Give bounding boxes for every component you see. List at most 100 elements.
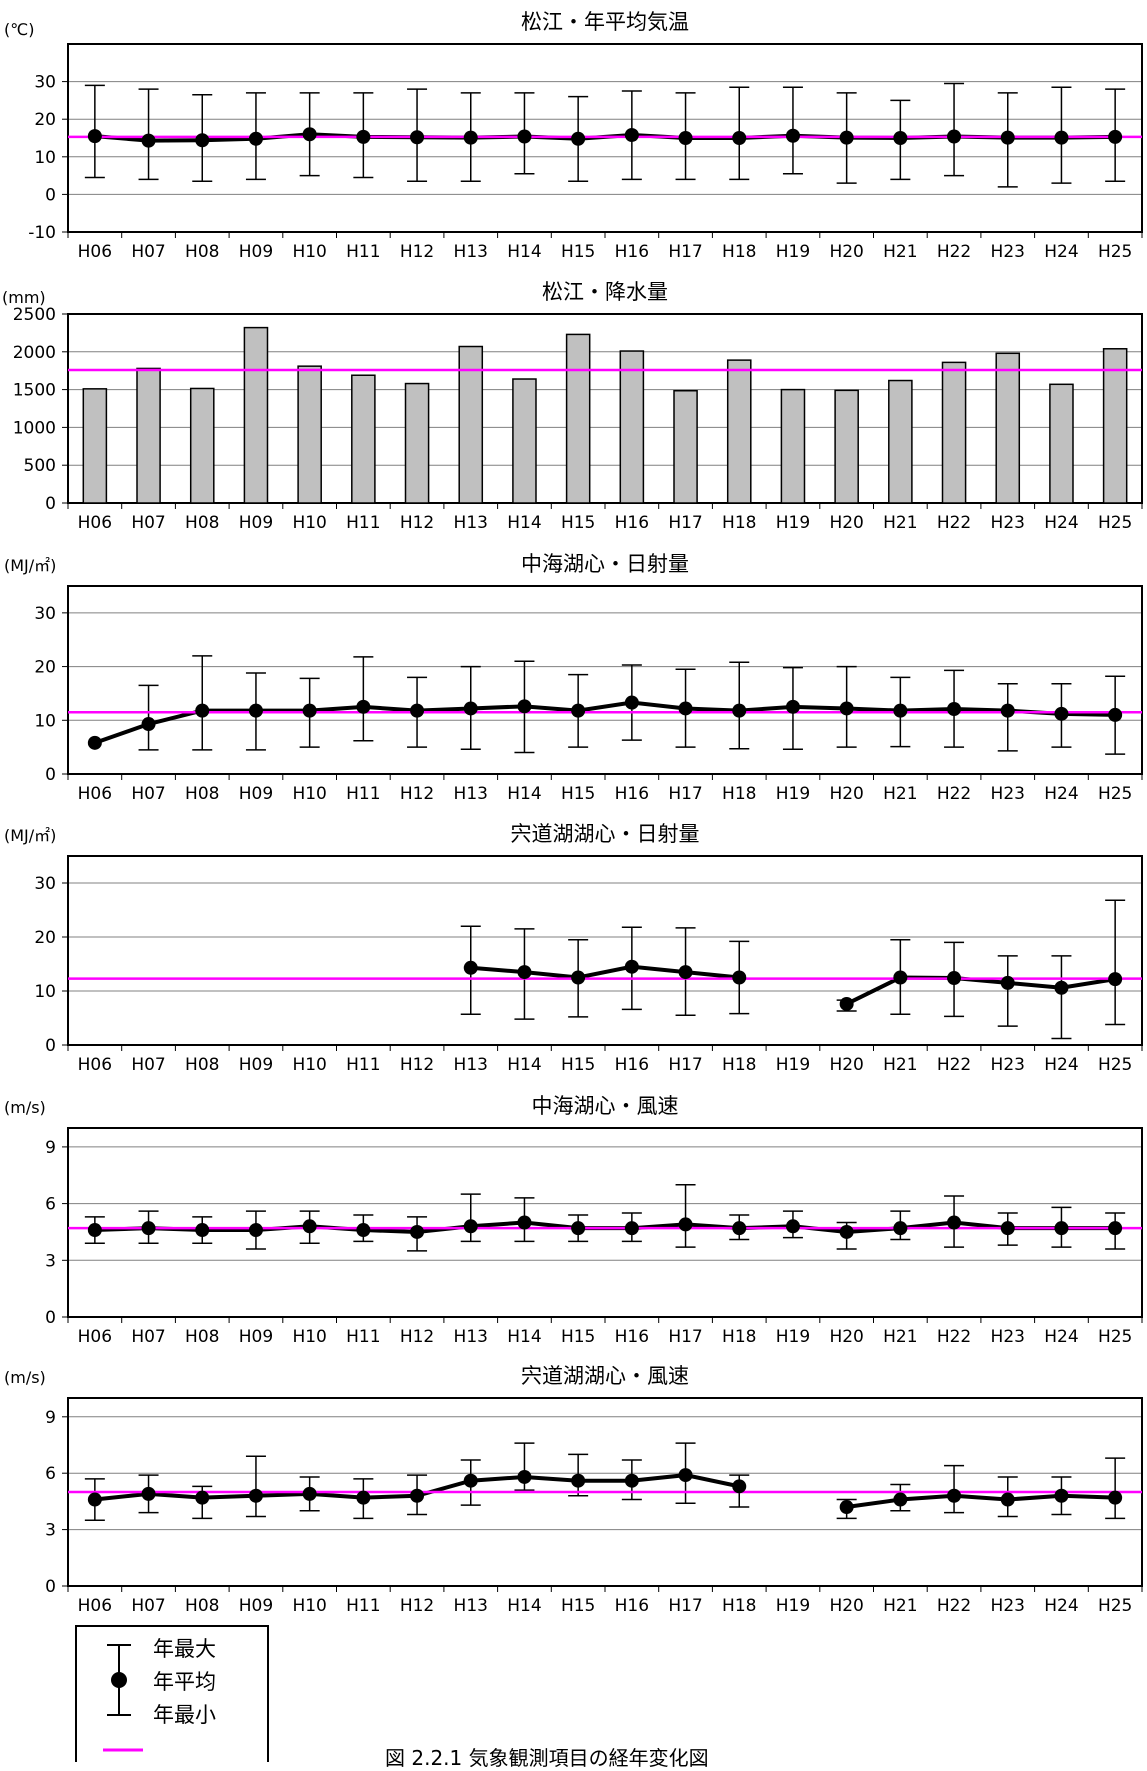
- mean-point: [1054, 1488, 1069, 1503]
- y-unit-label: (m/s): [4, 1368, 46, 1387]
- mean-point: [248, 1488, 263, 1503]
- bar: [136, 367, 161, 504]
- y-tick-label: 2000: [13, 343, 56, 363]
- mean-point: [678, 131, 693, 145]
- bar: [941, 361, 967, 504]
- x-tick-label: H16: [615, 513, 649, 533]
- mean-point: [1000, 703, 1015, 718]
- mean-point: [1054, 706, 1069, 721]
- y-tick-label: 1000: [13, 418, 56, 438]
- x-tick-label: H13: [454, 784, 488, 804]
- x-tick-label: H07: [131, 513, 165, 533]
- x-tick-label: H10: [292, 1055, 326, 1075]
- x-tick-label: H15: [561, 242, 595, 262]
- mean-point: [678, 701, 693, 716]
- x-tick-label: H21: [883, 784, 917, 804]
- x-tick-label: H11: [346, 1055, 380, 1075]
- x-tick-label: H07: [131, 1055, 165, 1075]
- x-tick-label: H16: [615, 784, 649, 804]
- mean-line: [470, 964, 740, 980]
- x-tick-label: H12: [400, 1327, 434, 1347]
- bar: [82, 388, 108, 504]
- x-tick-label: H11: [346, 784, 380, 804]
- mean-point: [463, 1219, 478, 1234]
- mean-line: [94, 700, 1116, 745]
- y-tick-label: 0: [45, 765, 56, 785]
- x-tick-label: H07: [131, 1596, 165, 1616]
- x-tick-label: H23: [991, 513, 1025, 533]
- chart-title: 中海湖心・日射量: [521, 552, 689, 576]
- x-tick-label: H12: [400, 513, 434, 533]
- x-tick-label: H23: [991, 242, 1025, 262]
- x-tick-label: H14: [507, 1055, 541, 1075]
- legend-min-label: 年最小: [153, 1703, 216, 1727]
- mean-point: [678, 965, 693, 980]
- chart-title: 松江・年平均気温: [521, 10, 689, 34]
- mean-point: [571, 131, 586, 146]
- x-tick-label: H25: [1098, 1596, 1132, 1616]
- mean-point: [785, 699, 800, 714]
- mean-point: [785, 1219, 800, 1234]
- x-tick-label: H09: [239, 1055, 273, 1075]
- x-tick-label: H10: [292, 784, 326, 804]
- x-tick-label: H22: [937, 784, 971, 804]
- x-tick-label: H13: [454, 1055, 488, 1075]
- x-tick-label: H20: [829, 1596, 863, 1616]
- y-tick-label: 0: [45, 185, 56, 205]
- y-tick-label: 9: [45, 1138, 56, 1158]
- x-tick-label: H08: [185, 1055, 219, 1075]
- x-tick-label: H11: [346, 1596, 380, 1616]
- x-tick-label: H18: [722, 513, 756, 533]
- x-tick-label: H10: [292, 1596, 326, 1616]
- y-tick-label: 6: [45, 1464, 56, 1484]
- x-tick-label: H07: [131, 1327, 165, 1347]
- x-tick-label: H20: [829, 784, 863, 804]
- x-tick-label: H18: [722, 1055, 756, 1075]
- mean-point: [248, 703, 263, 718]
- bar: [189, 387, 215, 504]
- mean-point: [571, 703, 586, 718]
- mean-point: [87, 1223, 102, 1238]
- mean-point: [785, 128, 800, 143]
- x-tick-label: H25: [1098, 1055, 1132, 1075]
- chart-title: 松江・降水量: [542, 280, 668, 304]
- bar: [780, 388, 806, 504]
- x-tick-label: H14: [507, 242, 541, 262]
- x-tick-label: H22: [937, 1596, 971, 1616]
- y-tick-label: 10: [34, 148, 56, 168]
- y-tick-label: 3: [45, 1251, 56, 1271]
- x-tick-label: H18: [722, 784, 756, 804]
- x-tick-label: H20: [829, 242, 863, 262]
- x-tick-label: H15: [561, 1055, 595, 1075]
- y-tick-label: 10: [34, 711, 56, 731]
- x-tick-label: H24: [1044, 1055, 1078, 1075]
- mean-point: [463, 960, 478, 975]
- mean-line: [846, 1493, 1116, 1510]
- mean-point: [356, 1490, 371, 1505]
- x-tick-label: H21: [883, 513, 917, 533]
- mean-point: [947, 129, 962, 144]
- x-tick-label: H25: [1098, 513, 1132, 533]
- figure-caption: 図 2.2.1 気象観測項目の経年変化図: [385, 1746, 709, 1770]
- x-tick-label: H22: [937, 1055, 971, 1075]
- x-tick-label: H17: [668, 513, 702, 533]
- y-tick-label: 6: [45, 1195, 56, 1215]
- chart-panel-2: 0 500 1000 1500 2000 2500 H06 H07 H08 H09 H10 H11 H1…: [2, 280, 1143, 533]
- mean-point: [678, 1468, 693, 1483]
- mean-point: [571, 1221, 586, 1236]
- chart-title: 中海湖心・風速: [532, 1094, 679, 1118]
- x-tick-label: H13: [454, 1327, 488, 1347]
- mean-point: [302, 1486, 317, 1501]
- mean-point: [141, 1486, 156, 1501]
- x-tick-label: H18: [722, 1596, 756, 1616]
- mean-point: [302, 127, 317, 142]
- x-tick-label: H18: [722, 242, 756, 262]
- x-tick-label: H22: [937, 242, 971, 262]
- mean-point: [947, 702, 962, 717]
- mean-point: [571, 970, 586, 985]
- x-tick-label: H12: [400, 1596, 434, 1616]
- mean-point: [839, 996, 854, 1011]
- x-tick-label: H14: [507, 1327, 541, 1347]
- mean-point: [732, 131, 747, 145]
